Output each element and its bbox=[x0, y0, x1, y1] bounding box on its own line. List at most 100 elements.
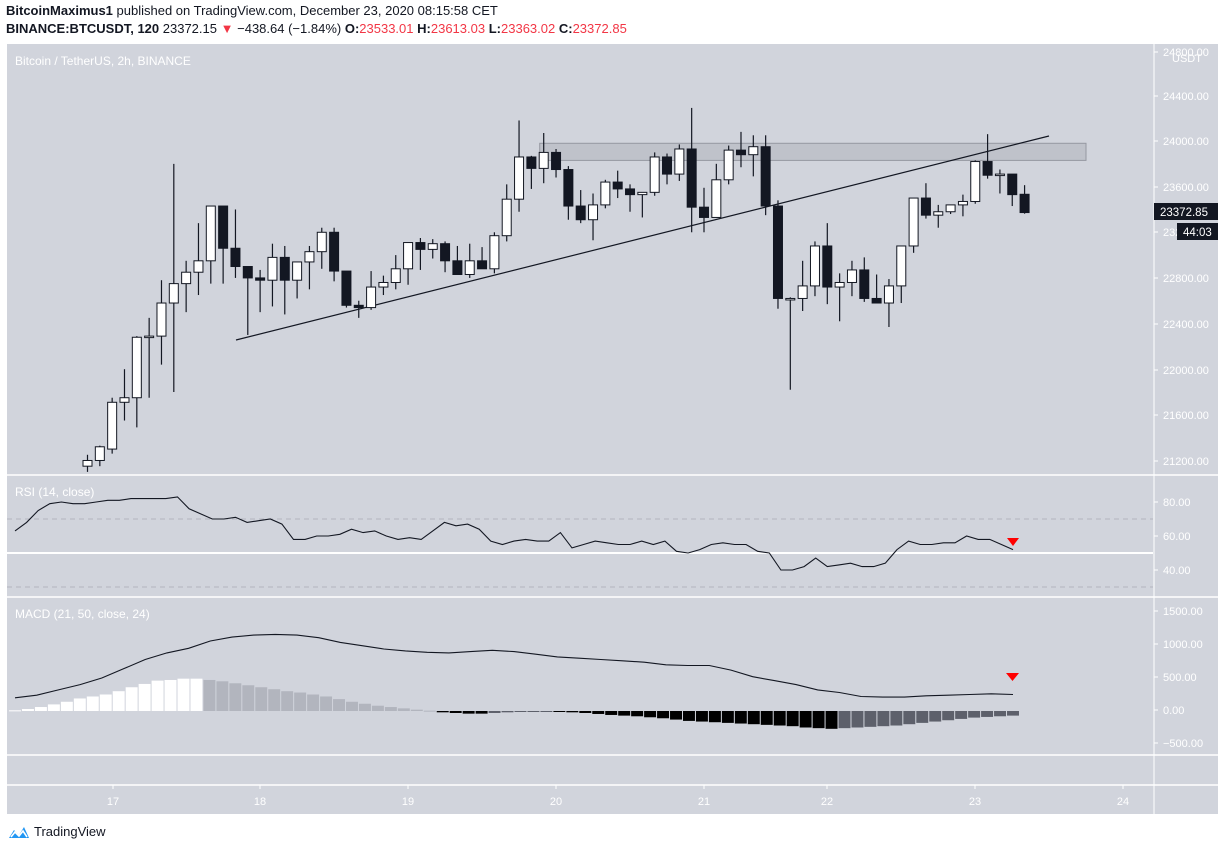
macd-histogram-bar bbox=[384, 707, 397, 711]
last-price: 23372.15 bbox=[162, 21, 217, 36]
candle-body bbox=[871, 297, 882, 304]
macd-histogram-bar bbox=[73, 698, 86, 711]
macd-pane[interactable] bbox=[9, 633, 1019, 729]
candle bbox=[551, 148, 562, 178]
macd-histogram-bar bbox=[1007, 711, 1019, 716]
macd-histogram-bar bbox=[877, 711, 890, 727]
candle bbox=[957, 194, 968, 217]
candle-body bbox=[896, 245, 907, 287]
candle-body bbox=[908, 197, 919, 247]
candle-body bbox=[304, 251, 315, 263]
macd-histogram-bar bbox=[942, 711, 955, 721]
candle bbox=[144, 317, 155, 398]
candle bbox=[920, 183, 931, 219]
macd-histogram-bar bbox=[812, 711, 825, 729]
candle-body bbox=[637, 191, 648, 196]
resistance-zone[interactable] bbox=[539, 142, 1087, 161]
candle-body bbox=[822, 245, 833, 288]
candle-body bbox=[464, 260, 475, 275]
macd-histogram-bar bbox=[618, 711, 631, 716]
macd-histogram-bar bbox=[553, 711, 566, 712]
chart-title: Bitcoin / TetherUS, 2h, BINANCE bbox=[15, 54, 191, 68]
candle bbox=[168, 163, 179, 393]
candle-body bbox=[329, 231, 340, 272]
candle bbox=[304, 245, 315, 290]
macd-histogram-bar bbox=[981, 711, 994, 717]
candle-body bbox=[785, 297, 796, 301]
candle-body bbox=[477, 260, 488, 270]
candle-body bbox=[945, 204, 956, 213]
candle bbox=[181, 260, 192, 313]
rsi-line bbox=[14, 496, 1014, 571]
candle bbox=[588, 193, 599, 241]
macd-histogram-bar bbox=[994, 711, 1007, 717]
price-tick-label: 22000.00 bbox=[1163, 365, 1209, 377]
price-pane[interactable] bbox=[82, 107, 1087, 472]
candle bbox=[809, 241, 820, 297]
candle-body bbox=[748, 146, 759, 156]
high-value: 23613.03 bbox=[430, 21, 486, 36]
macd-histogram-bar bbox=[151, 680, 164, 711]
candle bbox=[674, 144, 685, 181]
candle-body bbox=[674, 148, 685, 175]
candle bbox=[242, 266, 253, 335]
candle bbox=[316, 227, 327, 269]
macd-histogram-bar bbox=[203, 679, 216, 711]
candle-body bbox=[119, 397, 130, 403]
tradingview-cloud-icon bbox=[9, 826, 29, 838]
candle-body bbox=[797, 285, 808, 299]
candle-body bbox=[1007, 173, 1018, 196]
author-name[interactable]: BitcoinMaximus1 bbox=[6, 3, 113, 18]
candle bbox=[267, 243, 278, 307]
macd-histogram-bar bbox=[190, 678, 203, 711]
macd-histogram-bar bbox=[9, 710, 21, 712]
candle bbox=[292, 261, 303, 299]
candle-body bbox=[686, 148, 697, 208]
candle bbox=[563, 166, 574, 220]
macd-tick-label: 1500.00 bbox=[1163, 606, 1203, 618]
candle-body bbox=[625, 188, 636, 196]
candle-body bbox=[859, 269, 870, 299]
candle bbox=[477, 247, 488, 270]
candle-body bbox=[230, 247, 241, 268]
candle-body bbox=[600, 181, 611, 206]
candle-body bbox=[612, 181, 623, 190]
open-value: 23533.01 bbox=[359, 21, 414, 36]
macd-histogram-bar bbox=[358, 703, 371, 711]
macd-histogram-bar bbox=[229, 683, 242, 711]
candle bbox=[329, 227, 340, 282]
candle bbox=[427, 239, 438, 259]
macd-histogram-bar bbox=[475, 711, 488, 714]
candle bbox=[723, 145, 734, 185]
candle-body bbox=[427, 243, 438, 250]
candle-body bbox=[772, 205, 783, 299]
macd-histogram-bar bbox=[773, 711, 786, 726]
candle-body bbox=[156, 302, 167, 337]
candle-body bbox=[181, 271, 192, 285]
macd-histogram-bar bbox=[346, 701, 358, 711]
candle bbox=[131, 336, 142, 428]
candle bbox=[119, 369, 130, 421]
candle-body bbox=[711, 179, 722, 218]
tradingview-logo[interactable]: TradingView bbox=[8, 824, 106, 839]
candle bbox=[945, 204, 956, 215]
publish-text: published on TradingView.com, December 2… bbox=[112, 3, 498, 18]
candle bbox=[279, 245, 290, 315]
axes: 24800.00 24400.00 24000.00 23600.00 23 20 0.00… bbox=[7, 44, 1218, 814]
candle bbox=[94, 445, 105, 467]
candle-body bbox=[723, 149, 734, 181]
candle bbox=[649, 152, 660, 196]
candle bbox=[341, 270, 352, 308]
macd-histogram-bar bbox=[320, 696, 333, 711]
candle bbox=[994, 169, 1005, 194]
candle-body bbox=[218, 205, 229, 249]
price-tick-label: 24000.00 bbox=[1163, 136, 1209, 148]
time-tick-label: 18 bbox=[254, 796, 266, 808]
rsi-pane[interactable] bbox=[7, 496, 1153, 588]
candle bbox=[107, 397, 118, 454]
macd-histogram-bar bbox=[125, 687, 138, 711]
macd-histogram-bar bbox=[838, 711, 851, 729]
candle-body bbox=[316, 231, 327, 253]
macd-histogram-bar bbox=[903, 711, 916, 725]
